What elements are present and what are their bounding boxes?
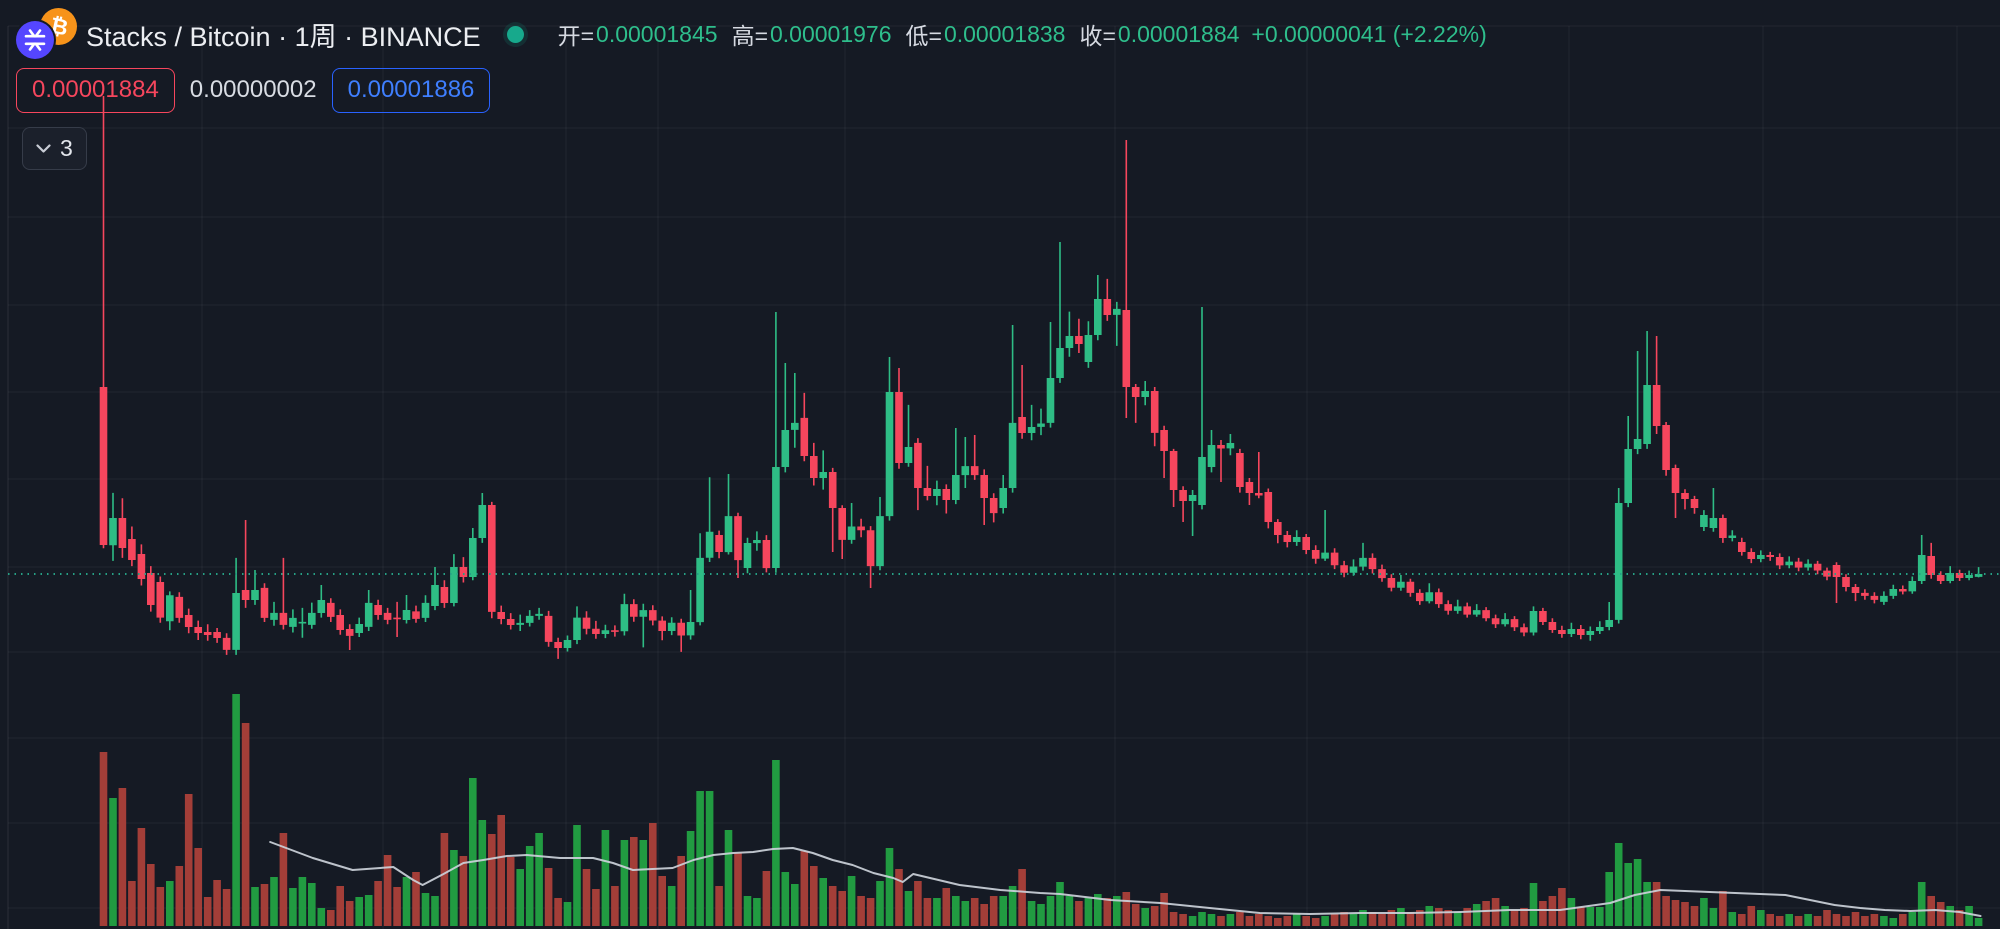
low-label: 低= xyxy=(905,23,942,49)
high-label: 高= xyxy=(731,23,768,49)
change-value: +0.00000041 (+2.22%) xyxy=(1251,20,1487,47)
interval-dropdown-button[interactable]: 3 xyxy=(22,127,87,170)
symbol-title[interactable]: Stacks / Bitcoin · 1周 · BINANCE xyxy=(86,21,481,52)
market-status-dot[interactable] xyxy=(506,25,524,43)
close-value: 0.00001884 xyxy=(1117,20,1240,47)
interval-row: 3 xyxy=(22,127,87,170)
ask-value: 0.00001886 xyxy=(347,76,475,103)
ask-price-button[interactable]: 0.00001886 xyxy=(331,68,491,113)
high-value: 0.00001976 xyxy=(770,20,892,47)
stacks-icon xyxy=(16,21,54,59)
open-label: 开= xyxy=(557,23,595,49)
symbol-header: ₿ Stacks / Bitcoin · 1周 · BINANCE 开= 0.00… xyxy=(16,8,1487,60)
open-value: 0.00001845 xyxy=(596,20,718,47)
spread-value: 0.00000002 xyxy=(189,76,317,104)
bid-value: 0.00001884 xyxy=(32,76,159,103)
interval-dropdown-label: 3 xyxy=(60,135,73,161)
chevron-down-icon xyxy=(36,144,51,153)
bid-price-button[interactable]: 0.00001884 xyxy=(16,68,175,113)
quote-row: 0.00001884 0.00000002 0.00001886 xyxy=(16,68,491,113)
low-value: 0.00001838 xyxy=(943,20,1066,47)
close-label: 收= xyxy=(1079,23,1116,49)
symbol-logo-pair: ₿ xyxy=(16,8,78,60)
ohlc-readout: 开= 0.00001845 高= 0.00001976 低= 0.00001838 收… xyxy=(558,17,1487,51)
